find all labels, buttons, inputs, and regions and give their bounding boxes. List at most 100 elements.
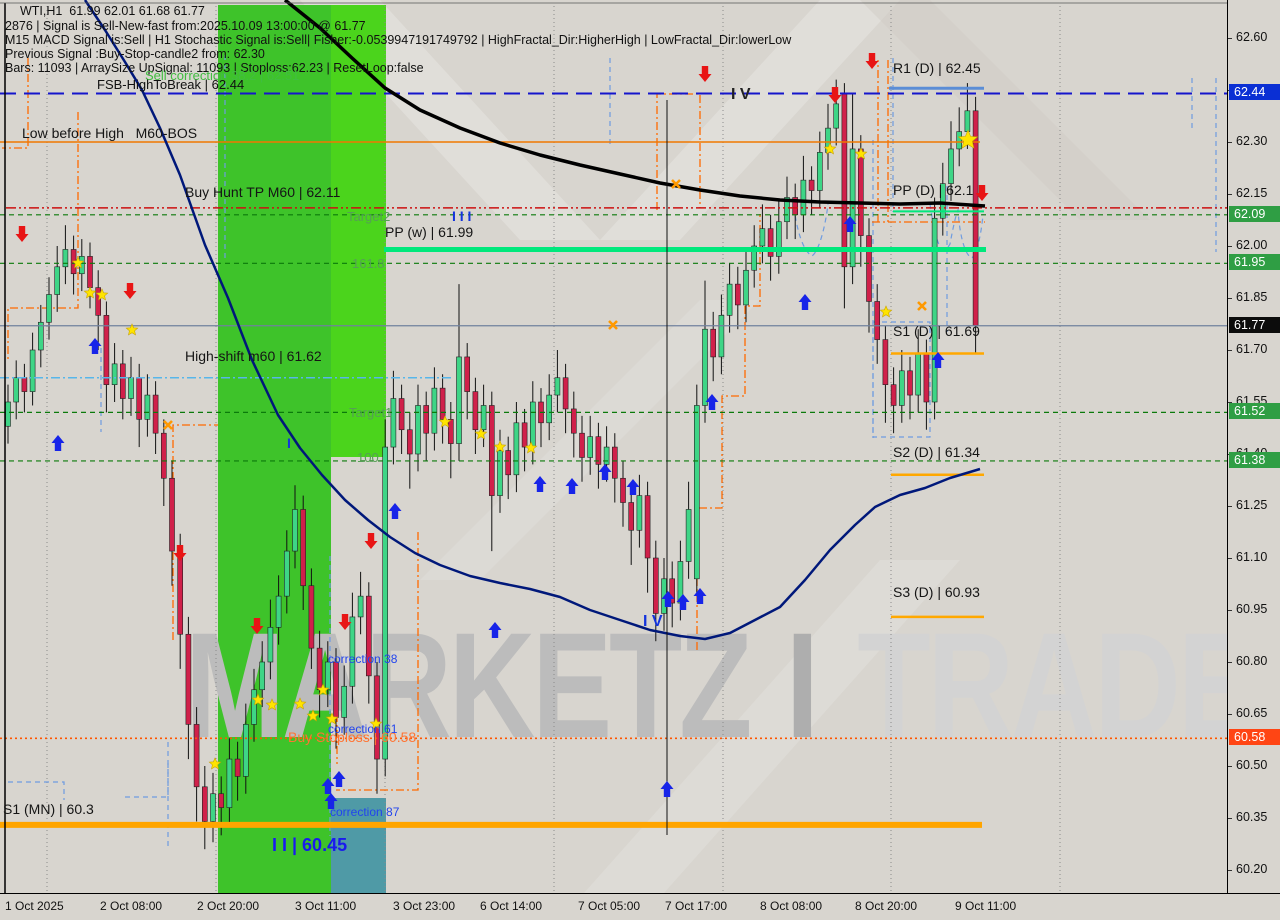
star-icon xyxy=(265,698,279,711)
star-icon xyxy=(95,288,109,301)
price-label: 60.95 xyxy=(1236,602,1268,616)
candle-bear-body xyxy=(628,502,635,531)
candle xyxy=(800,155,807,233)
candle-bull-body xyxy=(37,321,44,351)
candle-bear-body xyxy=(169,477,175,552)
candle xyxy=(759,204,766,264)
candle-bull-body xyxy=(775,221,782,257)
candle-bear-body xyxy=(185,633,192,725)
candle-bear-body xyxy=(857,148,864,236)
trailing-stop-path xyxy=(656,93,701,210)
time-axis[interactable]: 1 Oct 2025 2 Oct 08:00 2 Oct 20:00 3 Oct 11… xyxy=(0,893,1280,920)
price-tick xyxy=(1228,402,1232,403)
sell-arrow-icon xyxy=(975,185,989,201)
candle-bull-body xyxy=(54,266,61,295)
buy-arrow-icon xyxy=(324,793,338,809)
candle-bull-body xyxy=(915,353,922,396)
time-label: 3 Oct 23:00 xyxy=(393,899,456,913)
candle xyxy=(398,384,405,454)
price-label: 60.80 xyxy=(1236,654,1268,668)
candle-bear-body xyxy=(734,283,741,306)
candle xyxy=(29,332,36,406)
star-icon xyxy=(293,697,307,710)
candle-bull-body xyxy=(357,595,364,618)
candle-bear-body xyxy=(161,432,167,479)
candle xyxy=(718,294,725,375)
candle xyxy=(275,575,282,645)
candle-bull-body xyxy=(529,401,536,448)
candle-bull-body xyxy=(210,793,216,822)
candle-bull-body xyxy=(939,183,946,219)
candle-bull-body xyxy=(800,179,807,216)
candle-bull-body xyxy=(964,110,971,132)
watermark-mid: I xyxy=(786,601,816,769)
candle xyxy=(169,460,175,586)
candle xyxy=(267,599,274,680)
price-axis[interactable]: 62.6062.4562.3062.1562.0061.8561.7061.55… xyxy=(1227,0,1280,893)
candle-bull-body xyxy=(554,377,561,396)
candle xyxy=(357,571,364,635)
candle-bull-body xyxy=(702,328,708,406)
candle-bear-body xyxy=(669,578,676,604)
candle-bear-body xyxy=(406,429,413,455)
candle xyxy=(390,370,397,465)
candle xyxy=(816,131,823,208)
candle xyxy=(915,329,922,413)
buy-arrow-icon xyxy=(51,435,65,451)
candle-bull-body xyxy=(480,405,487,431)
candle xyxy=(406,412,413,489)
candle-bear-body xyxy=(193,724,200,788)
sell-arrow-icon xyxy=(865,53,879,69)
time-label: 8 Oct 08:00 xyxy=(760,899,823,913)
fractal-dash-path xyxy=(872,321,931,438)
candle xyxy=(669,561,676,628)
buy-arrow-icon xyxy=(533,476,547,492)
candle-bear-body xyxy=(120,363,126,399)
candle-bull-body xyxy=(587,436,594,458)
price-tick xyxy=(1228,194,1232,195)
candle-bear-body xyxy=(234,758,241,777)
star-icon xyxy=(879,305,893,318)
time-label: 2 Oct 20:00 xyxy=(197,899,260,913)
buy-arrow-icon xyxy=(661,591,675,607)
svg-text:MARKETZ I TRAD: MARKETZ I TRADE xyxy=(185,601,1255,769)
buy-arrow-icon xyxy=(598,464,612,480)
candle-bear-body xyxy=(874,301,881,340)
candle-bull-body xyxy=(456,356,462,444)
candle-bear-body xyxy=(423,405,430,434)
candle-bear-body xyxy=(882,339,889,385)
candle xyxy=(447,402,454,479)
price-tick xyxy=(1228,610,1232,611)
chart-frame xyxy=(0,2,1228,893)
price-tick xyxy=(1228,870,1232,871)
candle xyxy=(423,391,430,461)
candle xyxy=(620,460,626,527)
candle xyxy=(152,381,159,454)
highlight-bands xyxy=(218,5,386,893)
price-label: 60.65 xyxy=(1236,706,1268,720)
candle-bull-body xyxy=(743,269,749,306)
candle-bull-body xyxy=(128,377,134,399)
star-icon xyxy=(957,129,979,149)
candle xyxy=(324,641,331,708)
candle-bull-body xyxy=(415,405,421,455)
candle xyxy=(243,703,249,794)
price-badge: 60.58 xyxy=(1229,729,1280,746)
sell-arrow-icon xyxy=(250,618,264,634)
candle-bull-body xyxy=(718,315,725,358)
fractal-dash-path xyxy=(125,762,169,798)
candle xyxy=(21,363,28,413)
candle xyxy=(13,360,19,420)
candle-bear-body xyxy=(505,450,512,476)
candle-bear-body xyxy=(447,419,454,444)
candle-bear-body xyxy=(95,287,101,316)
price-badge: 62.09 xyxy=(1229,205,1280,222)
highlight-band xyxy=(331,5,386,457)
watermark-left: MARKETZ xyxy=(185,601,750,769)
price-tick xyxy=(1228,714,1232,715)
candle xyxy=(775,200,782,274)
candle xyxy=(54,246,61,312)
candle-bull-body xyxy=(546,394,553,424)
sell-arrow-icon xyxy=(173,545,187,561)
